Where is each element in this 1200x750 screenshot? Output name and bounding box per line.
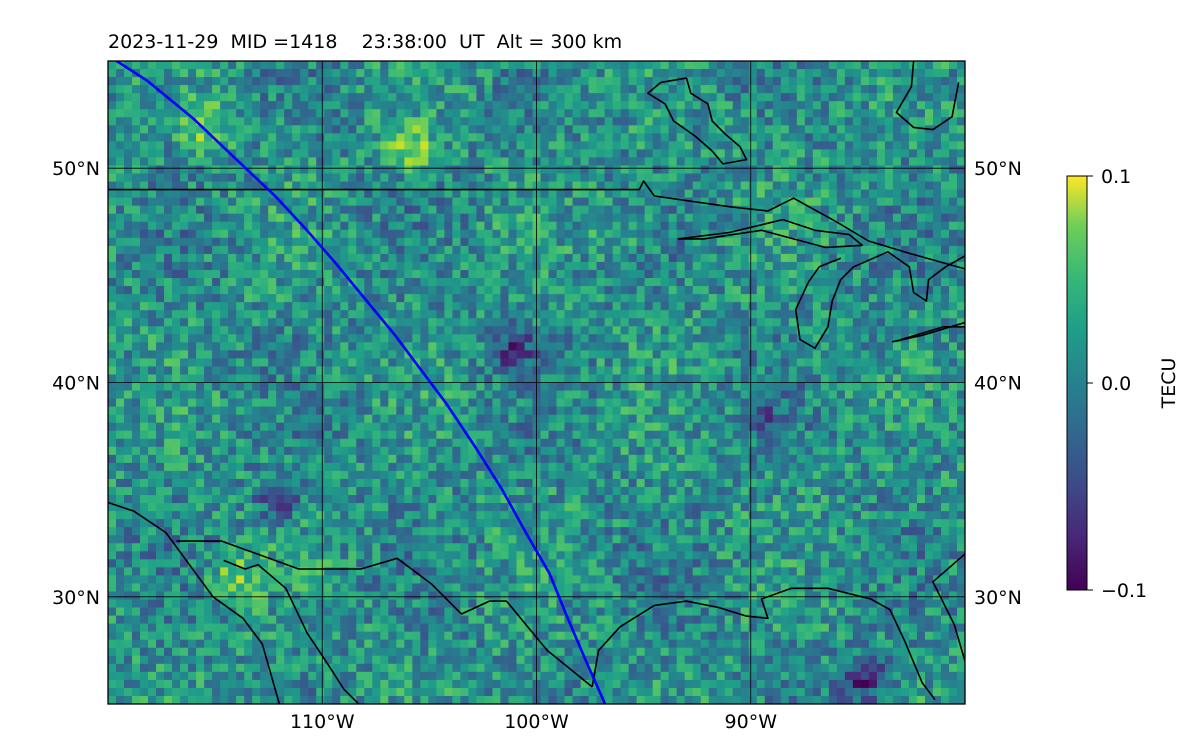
coastline — [900, 325, 965, 341]
coastline — [108, 501, 281, 704]
coastline — [794, 251, 965, 350]
lat-tick-label-left: 50°N — [52, 158, 100, 180]
axis-tick-labels: 110°W 100°W 90°W 30°N 30°N 40°N 40°N 50°N 50°N — [52, 158, 1022, 733]
colorbar-tick-label: 0.0 — [1101, 373, 1131, 395]
map-gridlines — [108, 61, 965, 704]
coastline — [895, 61, 960, 131]
coastline — [591, 587, 936, 701]
coastline — [647, 77, 748, 165]
lat-tick-label-right: 40°N — [974, 373, 1022, 395]
track-line — [115, 61, 607, 704]
coastline — [223, 559, 360, 704]
colorbar-tick-label: −0.1 — [1101, 580, 1147, 602]
lon-tick-label: 90°W — [725, 711, 778, 733]
coastlines — [108, 61, 965, 704]
tec-heatmap — [108, 61, 965, 704]
lon-tick-label: 100°W — [504, 711, 569, 733]
colorbar-label: TECU — [1158, 358, 1180, 410]
coastline — [108, 180, 965, 270]
lon-tick-label: 110°W — [290, 711, 355, 733]
coastline — [932, 553, 965, 662]
lat-tick-label-right: 50°N — [974, 158, 1022, 180]
map-frame — [107, 60, 966, 705]
colorbar-scale — [1066, 175, 1088, 591]
colorbar-tick-label: 0.1 — [1101, 166, 1131, 188]
chart-title: 2023-11-29 MID =1418 23:38:00 UT Alt = 3… — [108, 31, 622, 53]
lat-tick-label-left: 30°N — [52, 587, 100, 609]
lat-tick-label-right: 30°N — [974, 587, 1022, 609]
coastline — [677, 218, 864, 249]
lat-tick-label-left: 40°N — [52, 373, 100, 395]
colorbar: 0.1 0.0 −0.1 TECU — [1066, 166, 1180, 602]
coastline — [176, 540, 593, 688]
satellite-track — [115, 61, 607, 704]
